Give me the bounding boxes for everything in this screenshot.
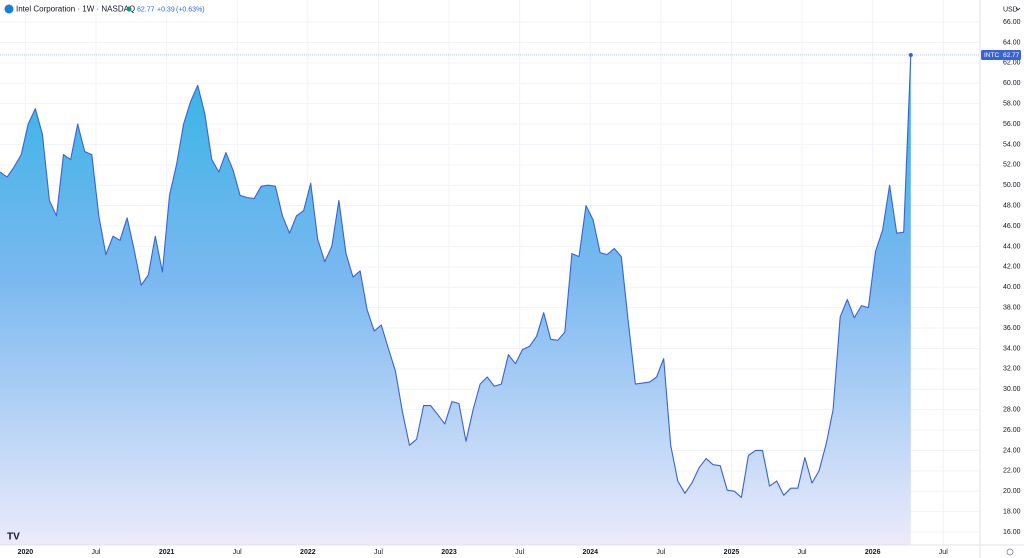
x-tick-label: Jul bbox=[374, 549, 383, 556]
price-tag-value: 62.77 bbox=[1003, 52, 1020, 59]
x-tick-label: Jul bbox=[798, 549, 807, 556]
y-tick-label: 62.00 bbox=[1003, 60, 1021, 67]
x-tick-label: 2026 bbox=[865, 549, 881, 556]
chart-title: Intel Corporation · 1W · NASDAQ bbox=[16, 5, 135, 14]
x-tick-label: 2021 bbox=[159, 549, 175, 556]
x-tick-label: Jul bbox=[515, 549, 524, 556]
last-point bbox=[908, 52, 913, 57]
y-tick-label: 52.00 bbox=[1003, 162, 1021, 169]
currency-caret[interactable] bbox=[1015, 7, 1021, 11]
x-tick-label: 2025 bbox=[724, 549, 740, 556]
x-tick-label: 2023 bbox=[441, 549, 457, 556]
price-line bbox=[0, 54, 912, 498]
y-tick-label: 16.00 bbox=[1003, 529, 1021, 536]
settings-icon[interactable] bbox=[1006, 548, 1014, 556]
y-tick-label: 34.00 bbox=[1003, 345, 1021, 352]
y-tick-label: 36.00 bbox=[1003, 325, 1021, 332]
y-tick-label: 44.00 bbox=[1003, 243, 1021, 250]
x-tick-label: Jul bbox=[233, 549, 242, 556]
x-tick-label: Jul bbox=[939, 549, 948, 556]
x-tick-label: Jul bbox=[656, 549, 665, 556]
plot bbox=[0, 52, 980, 545]
y-tick-label: 30.00 bbox=[1003, 386, 1021, 393]
y-tick-label: 26.00 bbox=[1003, 427, 1021, 434]
price-tag-ticker: INTC bbox=[984, 52, 999, 59]
y-tick-label: 22.00 bbox=[1003, 468, 1021, 475]
last-price: 62.77 bbox=[137, 6, 155, 13]
y-tick-label: 46.00 bbox=[1003, 223, 1021, 230]
x-tick-label: 2024 bbox=[582, 549, 598, 556]
price-change-percent: (+0.63%) bbox=[176, 6, 205, 13]
y-tick-label: 54.00 bbox=[1003, 141, 1021, 148]
area-fill bbox=[0, 55, 911, 545]
y-tick-label: 24.00 bbox=[1003, 447, 1021, 454]
y-tick-label: 66.00 bbox=[1003, 19, 1021, 26]
x-tick-label: Jul bbox=[92, 549, 101, 556]
y-tick-label: 64.00 bbox=[1003, 39, 1021, 46]
price-change: +0.39 bbox=[157, 6, 175, 13]
y-tick-label: 58.00 bbox=[1003, 100, 1021, 107]
y-tick-label: 50.00 bbox=[1003, 182, 1021, 189]
price-tag bbox=[981, 49, 1021, 60]
symbol-logo bbox=[4, 4, 14, 14]
y-tick-label: 48.00 bbox=[1003, 202, 1021, 209]
axes: 66.00 64.00 62.00 60.00 58.00 56.00 54.00 52.00… bbox=[18, 19, 1021, 556]
y-tick-label: 28.00 bbox=[1003, 406, 1021, 413]
y-tick-label: 40.00 bbox=[1003, 284, 1021, 291]
y-tick-label: 38.00 bbox=[1003, 304, 1021, 311]
y-tick-label: 32.00 bbox=[1003, 366, 1021, 373]
market-status bbox=[126, 6, 132, 12]
currency[interactable]: USD bbox=[1003, 6, 1018, 13]
tv-logo: TV bbox=[7, 532, 20, 543]
x-tick-label: 2022 bbox=[300, 549, 316, 556]
y-tick-label: 20.00 bbox=[1003, 488, 1021, 495]
y-tick-label: 60.00 bbox=[1003, 80, 1021, 87]
y-tick-label: 18.00 bbox=[1003, 508, 1021, 515]
y-tick-label: 56.00 bbox=[1003, 121, 1021, 128]
x-tick-label: 2020 bbox=[18, 549, 34, 556]
y-tick-label: 42.00 bbox=[1003, 264, 1021, 271]
